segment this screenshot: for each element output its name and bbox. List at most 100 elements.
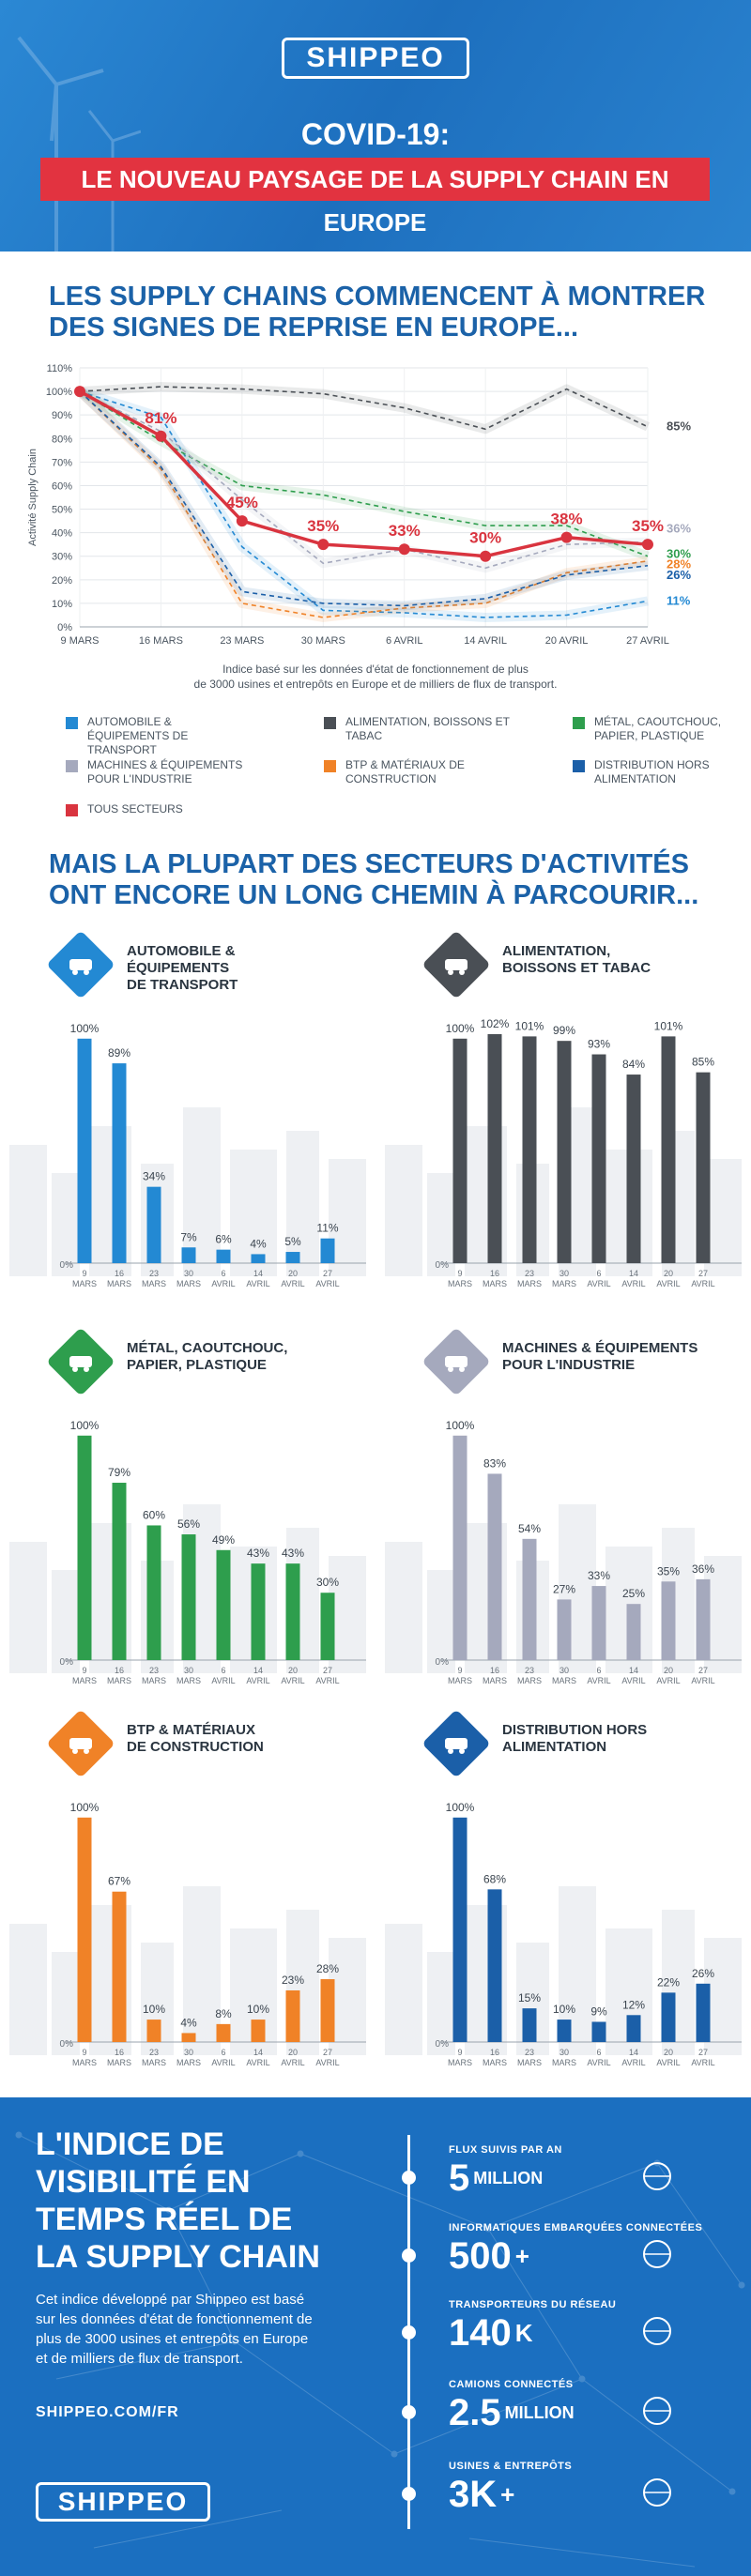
bar-value-label: 79% [108, 1466, 130, 1479]
bar-value-label: 43% [247, 1547, 269, 1560]
chart-note: Indice basé sur les données d'état de fo… [0, 662, 751, 692]
bar-tick-month: AVRIL [656, 2058, 680, 2067]
sector-title-line: DE TRANSPORT [127, 977, 238, 993]
stat-label: CAMIONS CONNECTÉS [449, 2379, 574, 2390]
data-point [642, 539, 653, 551]
bar-value-label: 56% [177, 1517, 200, 1531]
bar-tick-month: MARS [72, 1279, 97, 1288]
bar [285, 1989, 300, 2042]
footer-logo[interactable]: SHIPPEO [36, 2482, 210, 2522]
bar-tick-month: AVRIL [587, 2058, 610, 2067]
sector-bar-chart: 0%100%9MARS67%16MARS10%23MARS4%30MARS8%6… [9, 1801, 366, 2067]
series-line [79, 390, 649, 618]
bar-tick-month: AVRIL [246, 2058, 269, 2067]
section1-heading-2: DES SIGNES DE REPRISE EN EUROPE... [49, 312, 579, 343]
icon-wheel [84, 1748, 89, 1754]
legend-label: DISTRIBUTION HORS ALIMENTATION [594, 758, 710, 785]
legend-label: AUTOMOBILE & ÉQUIPEMENTS DE TRANSPORT [87, 715, 189, 756]
skyline-building [329, 1938, 366, 2055]
stat-number: 140 [449, 2312, 512, 2354]
warehouse-icon-shape [643, 2478, 671, 2507]
data-label: 35% [632, 517, 664, 535]
bar-tick-month: MARS [176, 2058, 201, 2067]
bar-value-label: 6% [215, 1233, 232, 1246]
bar-tick-day: 6 [221, 2048, 225, 2057]
bar-zero-label: 0% [436, 1657, 450, 1668]
stat-dot [402, 2487, 416, 2501]
bar-value-label: 93% [588, 1038, 610, 1051]
bar-tick-month: AVRIL [315, 2058, 339, 2067]
skyline-building [183, 1886, 221, 2055]
bar-value-label: 4% [180, 2016, 197, 2029]
stat-value: 5 MILLION [449, 2157, 543, 2199]
bar-tick-day: 30 [184, 1666, 193, 1675]
bar [557, 1041, 572, 1263]
bar [112, 1063, 127, 1263]
chart-note-line2: de 3000 usines et entrepôts en Europe et… [193, 678, 558, 691]
bar-tick-day: 23 [149, 1269, 159, 1278]
sector-bar-chart: 0%100%9MARS89%16MARS34%23MARS7%30MARS6%6… [9, 1022, 366, 1288]
bar [626, 2015, 641, 2042]
data-label: 35% [307, 517, 339, 535]
sector-title-line: ALIMENTATION, [502, 943, 611, 959]
logo-text: SHIPPEO [306, 42, 445, 73]
bar [181, 1534, 196, 1660]
icon-wheel [448, 1366, 453, 1372]
bar [216, 1549, 231, 1660]
bar-value-label: 23% [282, 1974, 304, 1987]
bar-tick-day: 9 [82, 1666, 86, 1675]
header-background [0, 0, 751, 252]
series-end-label: 26% [667, 568, 691, 582]
x-tick-label: 9 MARS [61, 635, 100, 647]
y-tick-label: 0% [57, 622, 72, 633]
data-point [74, 386, 85, 398]
bar-value-label: 43% [282, 1547, 304, 1560]
bar-value-label: 67% [108, 1875, 130, 1888]
stat-suffix: MILLION [504, 2403, 575, 2422]
bar-tick-day: 14 [629, 1269, 638, 1278]
stat-value: 3K + [449, 2474, 514, 2515]
skyline-building [385, 1542, 422, 1673]
bar-tick-day: 27 [698, 1666, 708, 1675]
bar-value-label: 36% [692, 1562, 714, 1576]
bar-value-label: 54% [518, 1522, 541, 1535]
bar-value-label: 25% [622, 1587, 645, 1600]
footer-paragraph: Cet indice développé par Shippeo est bas… [36, 2292, 313, 2367]
bar [285, 1563, 300, 1660]
legend-item: BTP & MATÉRIAUX DE CONSTRUCTION [324, 758, 502, 792]
chart-note-line1: Indice basé sur les données d'état de fo… [222, 663, 529, 676]
globe-icon [638, 2157, 676, 2195]
stat-dot [402, 2248, 416, 2263]
skyline-building [385, 1924, 422, 2055]
car-icon-shape [69, 959, 92, 975]
bar [591, 1054, 606, 1263]
shippeo-logo[interactable]: SHIPPEO [282, 38, 469, 79]
data-point [480, 550, 492, 562]
series-line [79, 386, 649, 431]
bar [522, 2008, 537, 2042]
bar-tick-month: MARS [552, 2058, 576, 2067]
bar [591, 1586, 606, 1660]
bar-value-label: 12% [622, 1998, 645, 2011]
location-pin-icon-shape [643, 2240, 671, 2268]
skyline-building [704, 1556, 742, 1673]
y-tick-label: 10% [52, 599, 72, 610]
icon-wheel [459, 969, 465, 975]
bar-tick-month: AVRIL [656, 1279, 680, 1288]
bar [181, 2033, 196, 2042]
bar-value-label: 100% [70, 1801, 100, 1814]
bar-value-label: 33% [588, 1569, 610, 1582]
bar-tick-day: 20 [664, 1269, 673, 1278]
bar [251, 1254, 266, 1263]
bar-tick-day: 9 [82, 1269, 86, 1278]
icon-body [445, 1738, 467, 1749]
legend-swatch [324, 717, 336, 729]
bar-tick-day: 20 [664, 1666, 673, 1675]
bar [557, 2020, 572, 2042]
footer-title: L'INDICE DE VISIBILITÉ EN TEMPS RÉEL DE … [36, 2126, 320, 2276]
bar-tick-month: AVRIL [656, 1676, 680, 1685]
bar-value-label: 83% [483, 1456, 506, 1470]
footer-link[interactable]: SHIPPEO.COM/FR [36, 2404, 179, 2420]
bar-tick-day: 9 [457, 1269, 462, 1278]
data-point [398, 543, 410, 556]
